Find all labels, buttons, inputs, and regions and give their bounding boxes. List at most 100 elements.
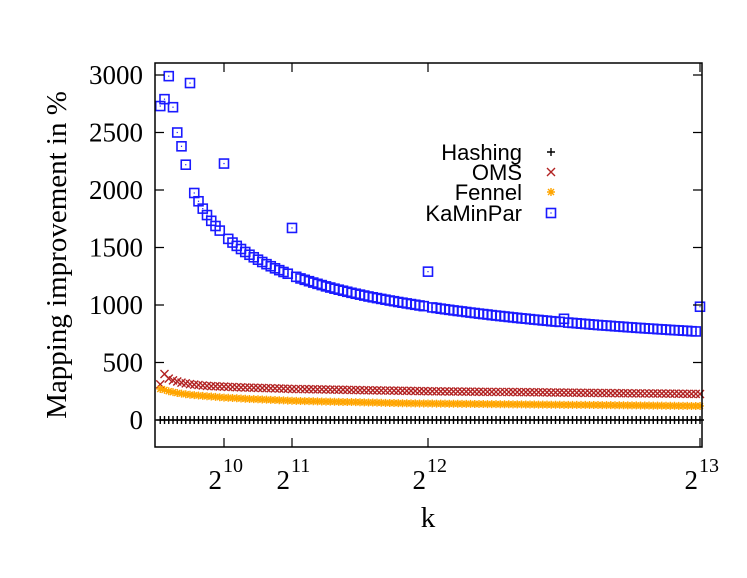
data-point (461, 387, 471, 397)
cross-icon (559, 388, 569, 398)
cross-icon (534, 387, 543, 397)
data-point (530, 400, 539, 409)
cross-icon (287, 384, 297, 394)
data-point (512, 387, 522, 397)
data-point (606, 388, 616, 398)
data-point (275, 396, 284, 405)
data-point (670, 401, 679, 410)
star-icon (419, 399, 428, 408)
star-icon (560, 400, 568, 409)
star-icon (628, 401, 636, 410)
star-icon (394, 399, 403, 408)
data-point (585, 388, 594, 398)
star-icon (283, 396, 292, 405)
data-point (645, 401, 653, 410)
legend-item-oms: OMS (472, 160, 556, 185)
star-icon (602, 401, 611, 410)
data-point (585, 401, 594, 410)
star-icon (190, 391, 199, 400)
data-point (410, 386, 420, 396)
cross-icon (589, 388, 599, 398)
cross-icon (211, 381, 220, 391)
data-point (547, 400, 556, 409)
star-icon (237, 394, 245, 403)
y-axis-label: Mapping improvement in % (41, 91, 73, 419)
data-point (657, 389, 667, 399)
x-tick-label: 2 (685, 465, 699, 495)
data-point (628, 401, 636, 410)
cross-icon (653, 389, 662, 399)
star-icon (173, 388, 182, 397)
star-icon (649, 401, 658, 410)
data-point (546, 388, 556, 398)
data-point (589, 388, 599, 398)
cross-icon (198, 381, 208, 390)
cross-icon (372, 385, 382, 395)
data-point (398, 399, 407, 408)
data-point (296, 384, 305, 394)
data-point (542, 387, 552, 397)
data-point (339, 397, 347, 406)
cross-icon (631, 388, 641, 398)
data-point (611, 401, 619, 410)
star-icon (568, 400, 577, 409)
data-point (173, 388, 182, 397)
legend-item-fennel: Fennel (455, 180, 555, 205)
data-point (597, 388, 607, 398)
star-icon (458, 399, 466, 408)
cross-icon (517, 387, 526, 397)
star-icon (538, 400, 547, 409)
data-point (381, 386, 390, 396)
x-axis: 2 10 2 11 2 12 2 13 (209, 63, 719, 495)
cross-icon (670, 389, 679, 399)
star-icon (377, 398, 386, 407)
cross-icon (610, 388, 620, 398)
data-point (470, 400, 479, 409)
cross-icon (253, 383, 263, 393)
star-icon (364, 398, 373, 407)
data-point (564, 400, 573, 409)
data-point (330, 385, 339, 395)
data-point (521, 387, 531, 397)
data-point (376, 385, 386, 395)
square-icon (286, 222, 298, 234)
cross-icon (291, 384, 301, 394)
square-dot (193, 192, 195, 194)
data-point (415, 386, 424, 396)
cross-icon (236, 382, 246, 392)
data-point (640, 388, 650, 398)
star-icon (300, 397, 309, 406)
data-point (444, 386, 454, 396)
star-icon (509, 400, 517, 409)
cross-icon (627, 388, 637, 398)
cross-icon (300, 384, 310, 394)
cross-icon (240, 382, 250, 392)
legend-label: OMS (472, 160, 522, 185)
data-point (462, 399, 471, 408)
star-icon (564, 400, 573, 409)
square-dot (423, 305, 425, 307)
star-icon (470, 400, 479, 409)
data-point (526, 400, 534, 409)
data-point (500, 387, 509, 397)
data-point (640, 401, 649, 410)
data-point (325, 385, 335, 395)
cross-icon (495, 387, 505, 397)
star-icon (687, 401, 696, 410)
data-point (334, 385, 344, 395)
data-point (266, 395, 275, 404)
data-point (262, 395, 271, 404)
cross-icon (555, 388, 565, 398)
cross-icon (355, 385, 365, 395)
data-point (334, 397, 343, 406)
data-point (390, 398, 398, 407)
star-icon (691, 401, 700, 410)
cross-icon (466, 387, 475, 397)
data-point (695, 389, 705, 399)
data-point (483, 400, 492, 409)
data-point (432, 386, 441, 396)
cross-icon (410, 386, 420, 396)
cross-icon (202, 381, 212, 391)
cross-icon (665, 389, 675, 399)
data-point (674, 401, 683, 410)
